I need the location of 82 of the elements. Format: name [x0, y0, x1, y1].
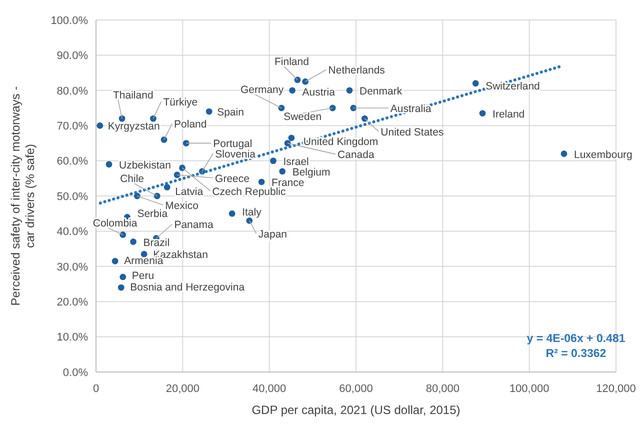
point — [112, 258, 118, 264]
point — [164, 184, 170, 190]
y-tick-label: 70.0% — [56, 120, 88, 132]
annotation: United Kingdom — [303, 136, 378, 148]
point — [179, 164, 186, 172]
y-tick-label: 20.0% — [56, 296, 88, 308]
y-tick-label: 50.0% — [56, 190, 88, 203]
annotation: Italy — [242, 206, 262, 219]
annotation: Belgium — [292, 166, 331, 178]
point — [182, 140, 190, 146]
annotation: Kyrgyzstan — [108, 120, 160, 133]
y-tick-label: 30.0% — [56, 261, 88, 274]
annotation: Luxembourg — [574, 148, 633, 161]
point — [96, 122, 104, 129]
annotation: Sweden — [284, 111, 322, 123]
point — [118, 284, 124, 291]
y-axis-title: Perceived safety of inter-city motorways - car drivers (% safe) — [8, 86, 37, 306]
y-tick-label: 0.0% — [62, 366, 88, 379]
annotation: Colombia — [92, 218, 138, 230]
point — [106, 161, 112, 168]
point — [472, 80, 479, 87]
x-tick-label: 80,000 — [426, 383, 460, 395]
point — [258, 178, 265, 186]
annotation: Austria — [302, 86, 336, 98]
annotation: Canada — [338, 149, 374, 162]
annotation: Bosnia and Herzegovina — [130, 282, 245, 294]
annotation: Mexico — [165, 200, 199, 212]
annotation: Japan — [258, 228, 288, 241]
point — [302, 78, 308, 85]
point — [270, 158, 276, 164]
annotation: Brazil — [143, 236, 170, 249]
annotation: Panama — [174, 219, 214, 232]
point — [289, 87, 296, 94]
annotation: United States — [380, 126, 444, 139]
annotation: Uzbekistan — [119, 159, 172, 172]
point — [279, 168, 286, 175]
point — [346, 87, 353, 94]
annotation: Serbia — [137, 208, 168, 220]
annotation: Spain — [217, 106, 244, 119]
annotation: Türkiye — [163, 96, 198, 109]
point — [120, 274, 126, 280]
point — [294, 76, 301, 84]
annotation: Thailand — [113, 90, 154, 102]
annotation: Ireland — [492, 108, 525, 120]
point — [560, 150, 568, 157]
y-tick-label: 80.0% — [56, 85, 88, 98]
y-tick-label: 90.0% — [56, 50, 88, 62]
x-tick-label: 0 — [92, 383, 100, 395]
annotation: Chile — [120, 173, 144, 185]
annotation: Poland — [174, 118, 207, 131]
x-tick-label: 20,000 — [166, 383, 200, 395]
annotation: y = 4E-06x + 0.481 — [526, 333, 626, 345]
point — [160, 136, 168, 143]
annotation: Germany — [240, 84, 284, 96]
annotation: Portugal — [213, 138, 252, 150]
annotation: Greece — [215, 172, 250, 185]
y-tick-label: 10.0% — [56, 332, 88, 344]
annotation: Netherlands — [328, 64, 385, 77]
point — [130, 238, 136, 245]
x-tick-label: 100,000 — [509, 383, 550, 395]
annotation: Armenia — [124, 255, 164, 268]
point — [228, 210, 236, 217]
point — [361, 115, 368, 122]
y-tick-label: 60.0% — [56, 156, 88, 168]
annotation: Finland — [274, 56, 310, 68]
annotation: Denmark — [360, 85, 403, 98]
x-tick-label: 120,000 — [596, 383, 636, 395]
x-tick-label: 40,000 — [252, 383, 286, 395]
annotation: Latvia — [175, 186, 204, 198]
annotation: R² = 0.3362 — [546, 348, 606, 360]
point — [479, 110, 486, 116]
annotation: Peru — [132, 270, 154, 282]
x-tick-label: 60,000 — [339, 383, 373, 395]
y-tick-label: 40.0% — [56, 226, 88, 238]
point — [206, 108, 212, 115]
point — [288, 134, 295, 142]
point — [150, 115, 156, 122]
point — [120, 232, 126, 238]
x-axis-title: GDP per capita, 2021 (US dollar, 2015) — [252, 403, 460, 417]
annotation: Slovenia — [215, 148, 256, 160]
y-tick-label: 100.0% — [50, 14, 88, 27]
annotation: Israel — [283, 156, 309, 168]
